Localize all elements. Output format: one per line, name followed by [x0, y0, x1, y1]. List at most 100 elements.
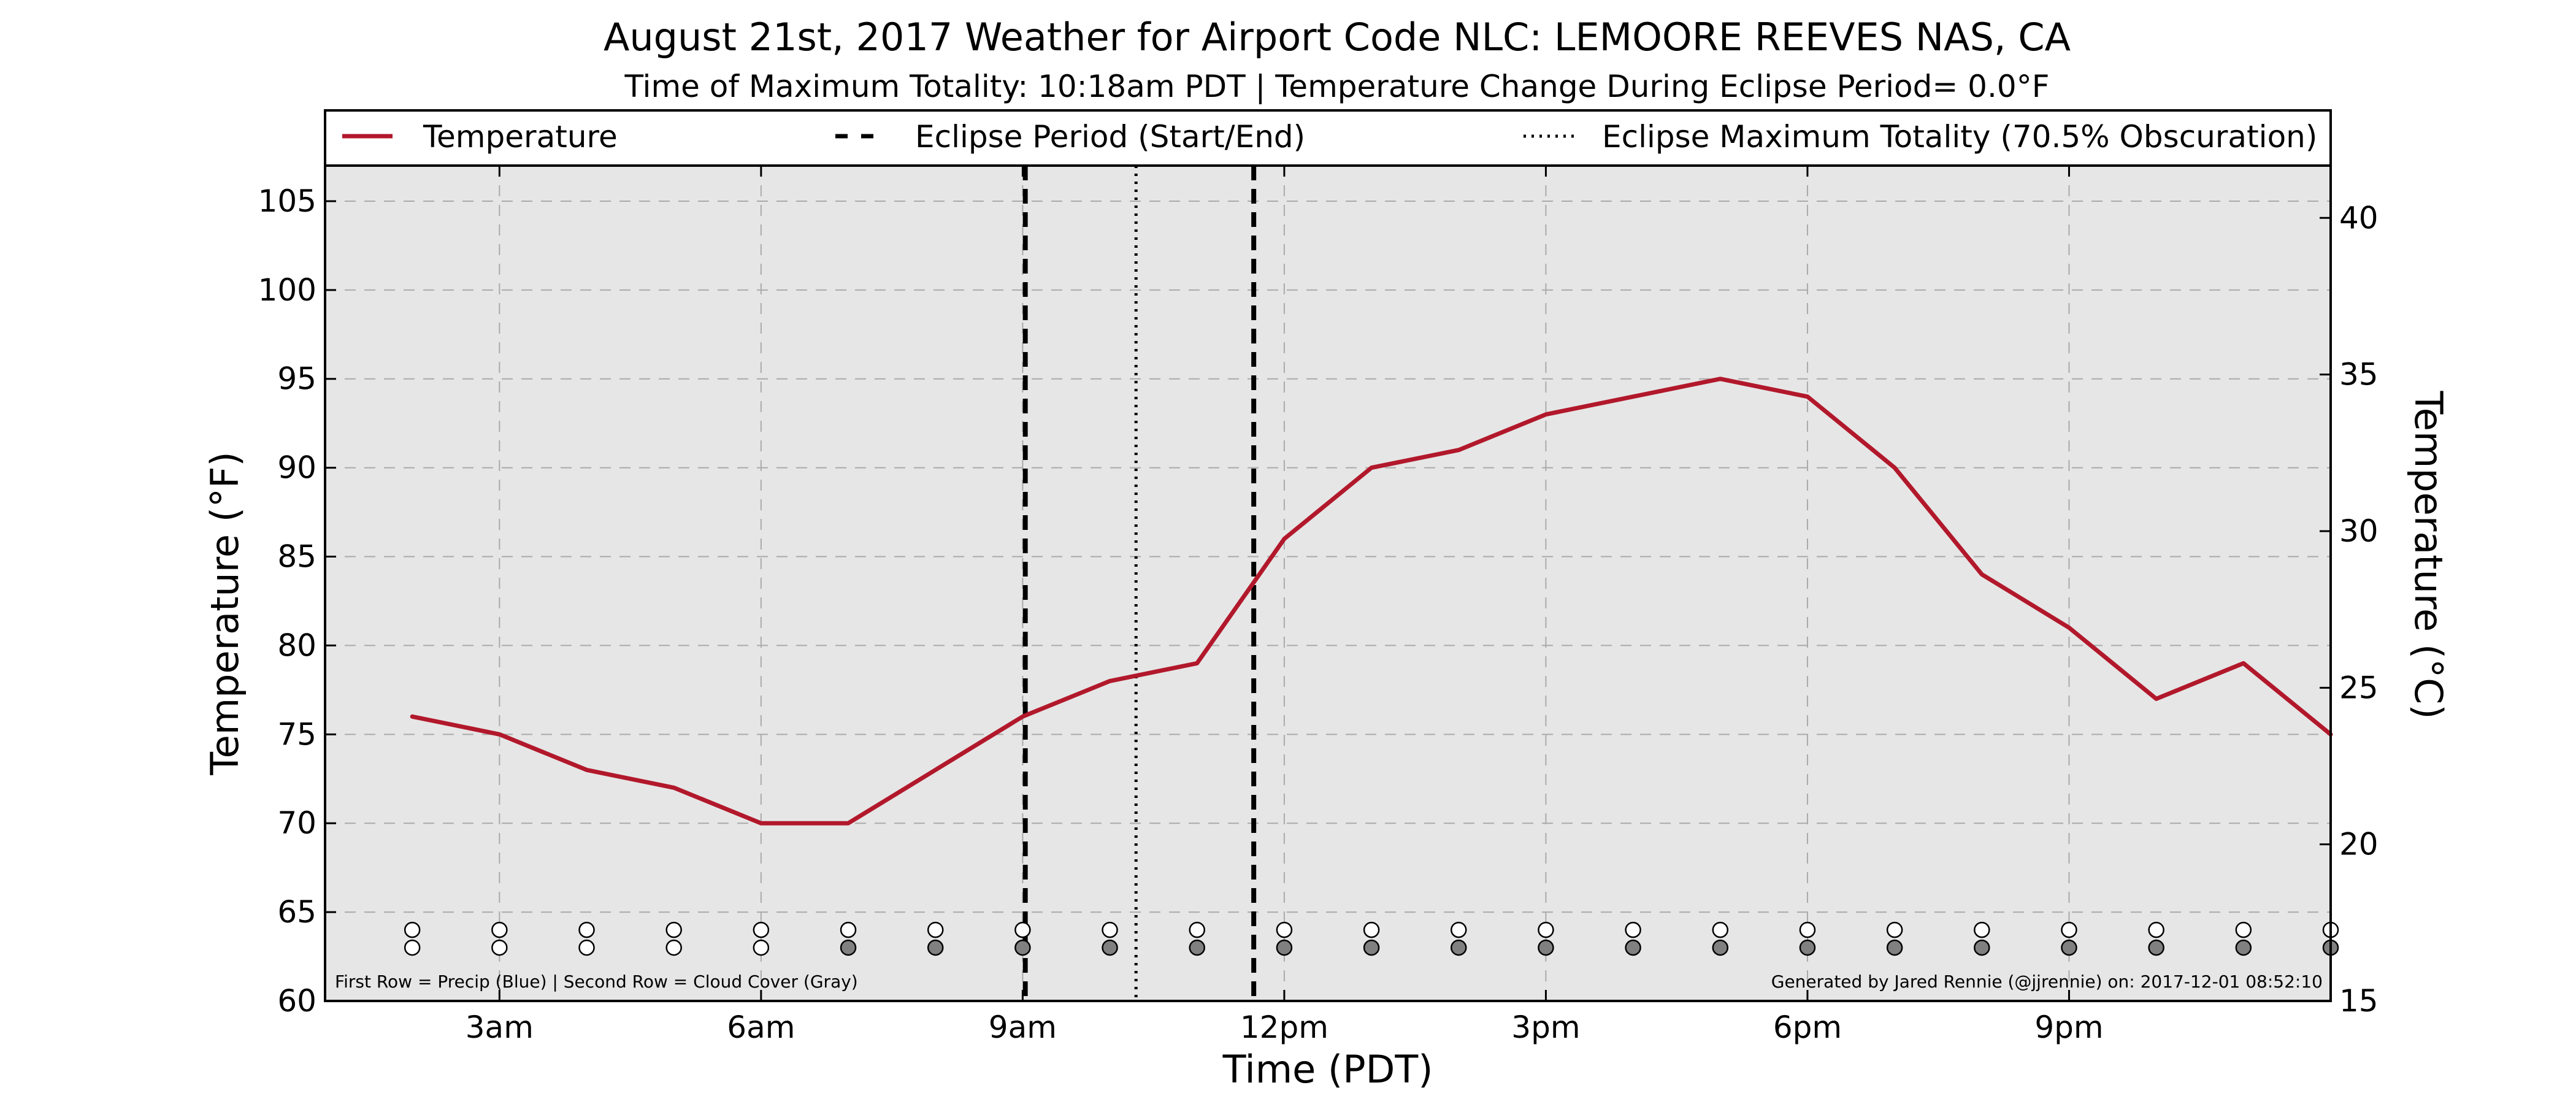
y-tick-label: 105 — [258, 183, 316, 219]
y-tick-label: 65 — [277, 894, 316, 930]
precip-marker — [753, 921, 770, 938]
precip-marker — [1974, 921, 1990, 938]
eclipse-lines — [1022, 166, 1257, 1001]
precip-marker — [491, 921, 508, 938]
y-tick-label: 95 — [277, 361, 316, 397]
precip-marker — [1625, 921, 1641, 938]
temperature-point — [2243, 662, 2244, 664]
precip-marker — [1886, 921, 1903, 938]
x-tick-label: 12pm — [1240, 1010, 1328, 1045]
y-right-tick-label: 15 — [2339, 983, 2379, 1019]
y-tick-label: 75 — [277, 716, 316, 752]
precip-marker — [1276, 921, 1293, 938]
weather-markers — [404, 921, 2339, 956]
temperature-point — [1110, 680, 1111, 681]
y-axis-right-label: Temperature (°C) — [2406, 390, 2451, 719]
footnote-right: Generated by Jared Rennie (@jjrennie) on… — [1771, 972, 2323, 992]
cloud-marker — [1799, 939, 1816, 956]
cloud-marker — [1625, 939, 1641, 956]
cloud-marker — [2061, 939, 2077, 956]
legend-label-eclipse-max: Eclipse Maximum Totality (70.5% Obscurat… — [1602, 119, 2317, 155]
temperature-point — [1197, 662, 1198, 664]
cloud-marker — [1712, 939, 1729, 956]
y-axis-label: Temperature (°F) — [202, 451, 247, 775]
temperature-point — [848, 822, 849, 824]
precip-marker — [1799, 921, 1816, 938]
cloud-marker — [491, 939, 508, 956]
precip-marker — [578, 921, 595, 938]
cloud-marker — [1974, 939, 1990, 956]
temperature-point — [586, 769, 588, 770]
precip-marker — [1102, 921, 1118, 938]
temperature-point — [1022, 716, 1023, 717]
y-right-tick-label: 40 — [2339, 200, 2379, 236]
x-axis-label: Time (PDT) — [1222, 1047, 1433, 1092]
temperature-point — [1981, 574, 1982, 575]
y-tick-label: 90 — [277, 450, 316, 486]
temperature-point — [935, 769, 936, 770]
y-tick-label: 70 — [277, 805, 316, 841]
temperature-point — [2068, 627, 2069, 628]
chart-subtitle: Time of Maximum Totality: 10:18am PDT | … — [624, 69, 2050, 104]
cloud-marker — [927, 939, 944, 956]
precip-marker — [1712, 921, 1729, 938]
x-tick-label: 9am — [989, 1010, 1057, 1045]
cloud-marker — [404, 939, 421, 956]
cloud-marker — [665, 939, 682, 956]
chart-title: August 21st, 2017 Weather for Airport Co… — [604, 15, 2071, 59]
y-right-tick-label: 30 — [2339, 513, 2379, 549]
temperature-point — [673, 787, 675, 788]
legend-box — [324, 109, 2332, 167]
precip-marker — [1538, 921, 1554, 938]
cloud-marker — [1276, 939, 1293, 956]
temperature-point — [1807, 396, 1808, 397]
precip-marker — [840, 921, 857, 938]
cloud-marker — [1451, 939, 1467, 956]
x-tick-label: 6pm — [1773, 1010, 1842, 1045]
footnote-left: First Row = Precip (Blue) | Second Row =… — [335, 972, 858, 992]
precip-marker — [1363, 921, 1380, 938]
temperature-point — [2156, 698, 2157, 699]
legend-label-temperature: Temperature — [423, 119, 618, 155]
y-right-tick-label: 25 — [2339, 670, 2379, 705]
cloud-marker — [753, 939, 770, 956]
precip-marker — [1189, 921, 1205, 938]
temperature-point — [1284, 539, 1285, 540]
y-tick-label: 80 — [277, 627, 316, 663]
temperature-series — [410, 377, 2333, 826]
cloud-marker — [1014, 939, 1031, 956]
temperature-line — [410, 377, 2333, 826]
precip-marker — [2148, 921, 2164, 938]
x-tick-label: 3am — [466, 1010, 534, 1045]
legend: Temperature Eclipse Period (Start/End) E… — [324, 109, 2332, 167]
temperature-point — [412, 716, 413, 717]
cloud-marker — [1886, 939, 1903, 956]
precip-marker — [2061, 921, 2077, 938]
temperature-point — [1633, 396, 1634, 397]
temperature-point — [1894, 467, 1895, 469]
grid — [325, 166, 2331, 1002]
x-tick-label: 6am — [727, 1010, 795, 1045]
precip-marker — [1014, 921, 1031, 938]
temperature-point — [499, 734, 500, 735]
cloud-marker — [2148, 939, 2164, 956]
cloud-marker — [840, 939, 857, 956]
precip-marker — [404, 921, 421, 938]
precip-marker — [927, 921, 944, 938]
y-tick-label: 100 — [258, 272, 316, 308]
plot-area — [325, 166, 2331, 1001]
cloud-marker — [1189, 939, 1205, 956]
precip-marker — [665, 921, 682, 938]
y-right-tick-label: 20 — [2339, 827, 2379, 862]
y-right-tick-label: 35 — [2339, 357, 2379, 393]
x-tick-label: 9pm — [2034, 1010, 2103, 1045]
y-tick-label: 85 — [277, 539, 316, 575]
temperature-point — [1545, 414, 1546, 415]
precip-marker — [1451, 921, 1467, 938]
cloud-marker — [578, 939, 595, 956]
x-tick-label: 3pm — [1511, 1010, 1580, 1045]
legend-label-eclipse-period: Eclipse Period (Start/End) — [915, 119, 1305, 155]
y-tick-label: 60 — [277, 983, 316, 1019]
temperature-point — [761, 822, 762, 824]
